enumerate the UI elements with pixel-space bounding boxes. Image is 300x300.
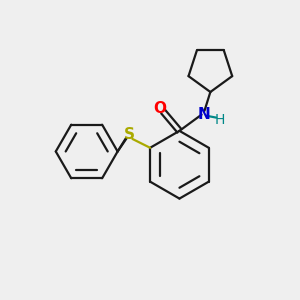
Text: N: N — [197, 107, 210, 122]
Text: H: H — [215, 113, 225, 127]
Text: S: S — [123, 127, 134, 142]
Text: O: O — [153, 101, 166, 116]
